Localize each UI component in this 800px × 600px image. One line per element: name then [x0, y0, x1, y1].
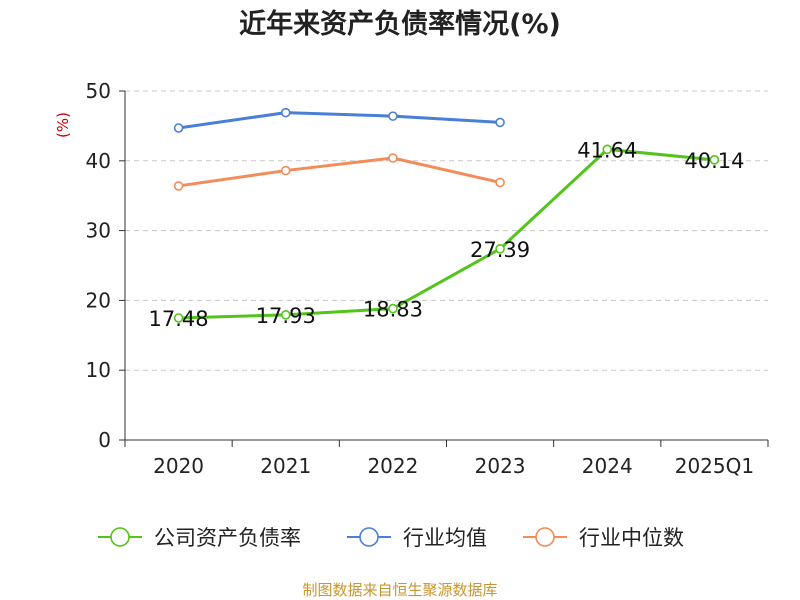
data-label: 17.93 — [256, 304, 316, 328]
data-point — [388, 303, 398, 314]
legend-label: 行业中位数 — [579, 526, 684, 550]
y-tick-label: 0 — [98, 428, 111, 452]
data-label: 17.48 — [149, 307, 209, 331]
x-tick-label: 2022 — [367, 454, 418, 478]
data-point — [495, 177, 505, 188]
data-point — [495, 117, 505, 128]
data-point — [388, 153, 398, 163]
legend-item: 公司资产负债率 — [98, 526, 301, 550]
x-tick-label: 2023 — [475, 454, 526, 478]
y-tick-label: 20 — [86, 288, 111, 312]
y-tick-label: 40 — [86, 149, 111, 173]
data-point — [388, 111, 398, 121]
x-tick-label: 2021 — [260, 454, 311, 478]
legend-marker — [359, 527, 379, 547]
x-tick-label: 2025Q1 — [675, 454, 754, 478]
data-label: 27.39 — [470, 238, 530, 262]
series-line — [177, 111, 502, 130]
data-point — [602, 144, 613, 155]
data-point — [280, 165, 291, 176]
legend-label: 公司资产负债率 — [154, 526, 301, 550]
data-point — [495, 244, 505, 254]
data-label-layer: 17.48 17.93 18.83 27.39 41.64 40.14 — [149, 138, 745, 331]
data-label: 18.83 — [363, 298, 423, 322]
data-label: 41.64 — [577, 138, 637, 162]
data-point — [173, 313, 184, 323]
y-tick-label: 50 — [86, 79, 111, 103]
data-point — [173, 123, 184, 133]
legend: 公司资产负债率 行业均值 行业中位数 — [98, 526, 684, 550]
series-line — [177, 156, 502, 188]
data-point — [280, 107, 291, 118]
chart-title: 近年来资产负债率情况(%) — [239, 8, 561, 40]
y-tick-label: 10 — [86, 358, 111, 382]
grid-layer — [125, 90, 768, 371]
series-line — [177, 147, 716, 320]
legend-label: 行业均值 — [403, 526, 487, 550]
legend-item: 行业中位数 — [523, 526, 684, 550]
x-tick-label: 2024 — [582, 454, 633, 478]
data-point — [173, 181, 184, 191]
axis-layer: 0 10 20 30 40 50 2020 2021 2022 2023 2024 2025Q1 — [86, 79, 769, 478]
legend-item: 行业均值 — [347, 526, 487, 550]
x-tick-label: 2020 — [153, 454, 204, 478]
y-axis-unit-label: (%) — [54, 112, 72, 138]
data-point — [709, 155, 720, 165]
data-source-note: 制图数据来自恒生聚源数据库 — [302, 581, 497, 599]
data-point — [280, 310, 291, 320]
legend-marker — [535, 527, 555, 547]
y-tick-label: 30 — [86, 219, 111, 243]
data-label: 40.14 — [684, 149, 744, 173]
series-layer — [173, 107, 720, 323]
legend-marker — [110, 527, 130, 547]
